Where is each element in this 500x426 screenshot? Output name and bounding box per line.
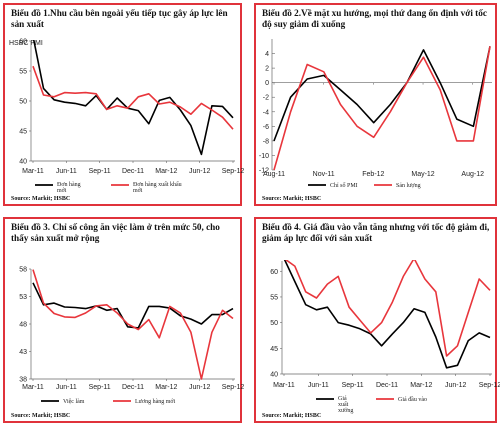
x-tick-label: Jun-12 (445, 382, 467, 389)
x-tick-label: Mar-12 (155, 168, 177, 175)
y-tick-label: 50 (270, 320, 278, 327)
x-tick-label: Jun-11 (308, 382, 329, 389)
x-tick-label: Mar-11 (273, 382, 295, 389)
chart-source-2: Source: Markit; HSBC (262, 196, 322, 202)
x-tick-label: Mar-12 (155, 384, 177, 391)
x-tick-label: Mar-11 (22, 384, 44, 391)
y-tick-label: 4 (265, 51, 269, 58)
x-tick-label: Jun-11 (56, 384, 77, 391)
legend-label-1: Đơn hàng mới (57, 182, 81, 194)
legend-label-line: mới (57, 188, 67, 194)
y-tick-label: 60 (19, 39, 27, 46)
y-tick-label: -8 (263, 138, 269, 145)
x-tick-label: Jun-12 (189, 168, 211, 175)
x-tick-label: Mar-12 (410, 382, 432, 389)
series-line-2 (273, 46, 491, 171)
y-tick-label: 45 (19, 129, 27, 136)
chart-panel-1: Biểu đồ 1.Nhu cầu bên ngoài yếu tiếp tục… (3, 3, 245, 206)
legend-label-1: Chỉ số PMI (330, 182, 358, 189)
legend-label-line: xưởng (338, 408, 353, 414)
x-tick-label: Jun-11 (56, 168, 77, 175)
y-tick-label: 40 (19, 159, 27, 166)
chart-title-1: Biểu đồ 1.Nhu cầu bên ngoài yếu tiếp tục… (11, 8, 228, 29)
legend-label-2: Đơn hàng xuất khẩu mới (133, 181, 182, 194)
chart-title-2: Biểu đồ 2.Về mặt xu hướng, mọi thứ đang … (262, 8, 487, 29)
y-tick-label: -10 (259, 153, 269, 160)
y-tick-label: 58 (19, 267, 27, 274)
y-tick-label: 60 (270, 269, 278, 276)
x-tick-label: Dec-11 (122, 384, 144, 391)
chart-svg-4: 40 45 50 55 60 Mar-11 Jun-11 Sep-11 Dec-11 Mar-12… (270, 260, 500, 414)
y-tick-label: 53 (19, 294, 27, 301)
y-tick-label: 38 (19, 377, 27, 384)
legend-label-1: Giá xuất xưởng (338, 396, 353, 414)
legend-label-line: Đơn hàng (57, 182, 81, 188)
y-tick-label: 55 (270, 294, 278, 301)
y-tick-label: 45 (270, 346, 278, 353)
legend-label-line: mới (133, 188, 143, 194)
chart-source-4: Source: Markit; HSBC (262, 413, 322, 419)
legend-label-2: Lương hàng mới (135, 399, 176, 405)
y-tick-label: 2 (265, 66, 269, 73)
x-tick-label: Jun-12 (189, 384, 211, 391)
legend-label-1: Việc làm (63, 399, 85, 405)
chart-svg-2: -12 -10 -8 -6 -4 -2 0 2 4 Aug-11 Nov-11 Feb-12 May-1… (259, 39, 492, 189)
x-tick-label: Sep-12 (222, 168, 245, 175)
chart-source-3: Source: Markit; HSBC (11, 413, 71, 419)
overlay-label: HSBC PMI (9, 40, 43, 47)
y-tick-label: 0 (265, 80, 269, 87)
x-tick-label: Dec-11 (376, 382, 398, 389)
legend-label-line: xuất (338, 401, 349, 408)
x-tick-label: Sep-12 (222, 384, 245, 391)
chart-panel-3: Biểu đồ 3. Chỉ số công ăn việc làm ở trê… (3, 217, 245, 423)
y-tick-label: 40 (270, 372, 278, 379)
y-tick-label: 43 (19, 349, 27, 356)
x-tick-label: Mar-11 (22, 168, 44, 175)
x-tick-label: Nov-11 (313, 171, 335, 178)
chart-title-4: Biểu đồ 4. Giá đầu vào vẫn tăng nhưng vớ… (262, 222, 490, 243)
x-tick-label: Feb-12 (362, 171, 384, 178)
series-line-1 (32, 282, 234, 329)
chart-panel-4: Biểu đồ 4. Giá đầu vào vẫn tăng nhưng vớ… (254, 217, 500, 423)
legend-label-line: Đơn hàng xuất khẩu (133, 181, 182, 188)
y-tick-label: -6 (263, 124, 269, 131)
series-line-1 (283, 260, 491, 369)
series-line-1 (32, 40, 234, 156)
x-tick-label: Sep-11 (89, 168, 111, 175)
y-tick-label: -12 (259, 168, 269, 175)
series-line-2 (32, 65, 234, 130)
series-line-1 (273, 46, 491, 142)
series-line-2 (32, 269, 234, 380)
x-tick-label: May-12 (411, 171, 434, 178)
x-tick-label: Sep-11 (89, 384, 111, 391)
legend-label-2: Giá đầu vào (398, 396, 427, 403)
chart-panel-2: Biểu đồ 2.Về mặt xu hướng, mọi thứ đang … (254, 3, 497, 206)
legend-label-2: Sản lượng (396, 183, 421, 189)
x-tick-label: Sep-11 (342, 382, 364, 389)
y-tick-label: 48 (19, 322, 27, 329)
chart-svg-1: 40 45 50 55 60 Mar-11 Jun-11 Sep-11 Dec-11 Mar-12… (9, 39, 245, 195)
y-tick-label: 55 (19, 69, 27, 76)
x-tick-label: Aug-11 (263, 171, 285, 178)
series-line-2 (284, 260, 491, 357)
x-tick-label: Sep-12 (479, 382, 500, 389)
x-tick-label: Dec-11 (122, 168, 144, 175)
chart-svg-3: 38 43 48 53 58 Mar-11 Jun-11 Sep-11 Dec-11 Mar-12… (19, 267, 245, 406)
chart-source-1: Source: Markit; HSBC (11, 196, 71, 202)
legend-label-line: Giá (338, 396, 347, 402)
y-tick-label: -2 (263, 95, 269, 102)
y-tick-label: 50 (19, 99, 27, 106)
y-tick-label: -4 (263, 109, 269, 116)
chart-title-3: Biểu đồ 3. Chỉ số công ăn việc làm ở trê… (11, 222, 220, 243)
x-tick-label: Aug-12 (461, 171, 484, 178)
